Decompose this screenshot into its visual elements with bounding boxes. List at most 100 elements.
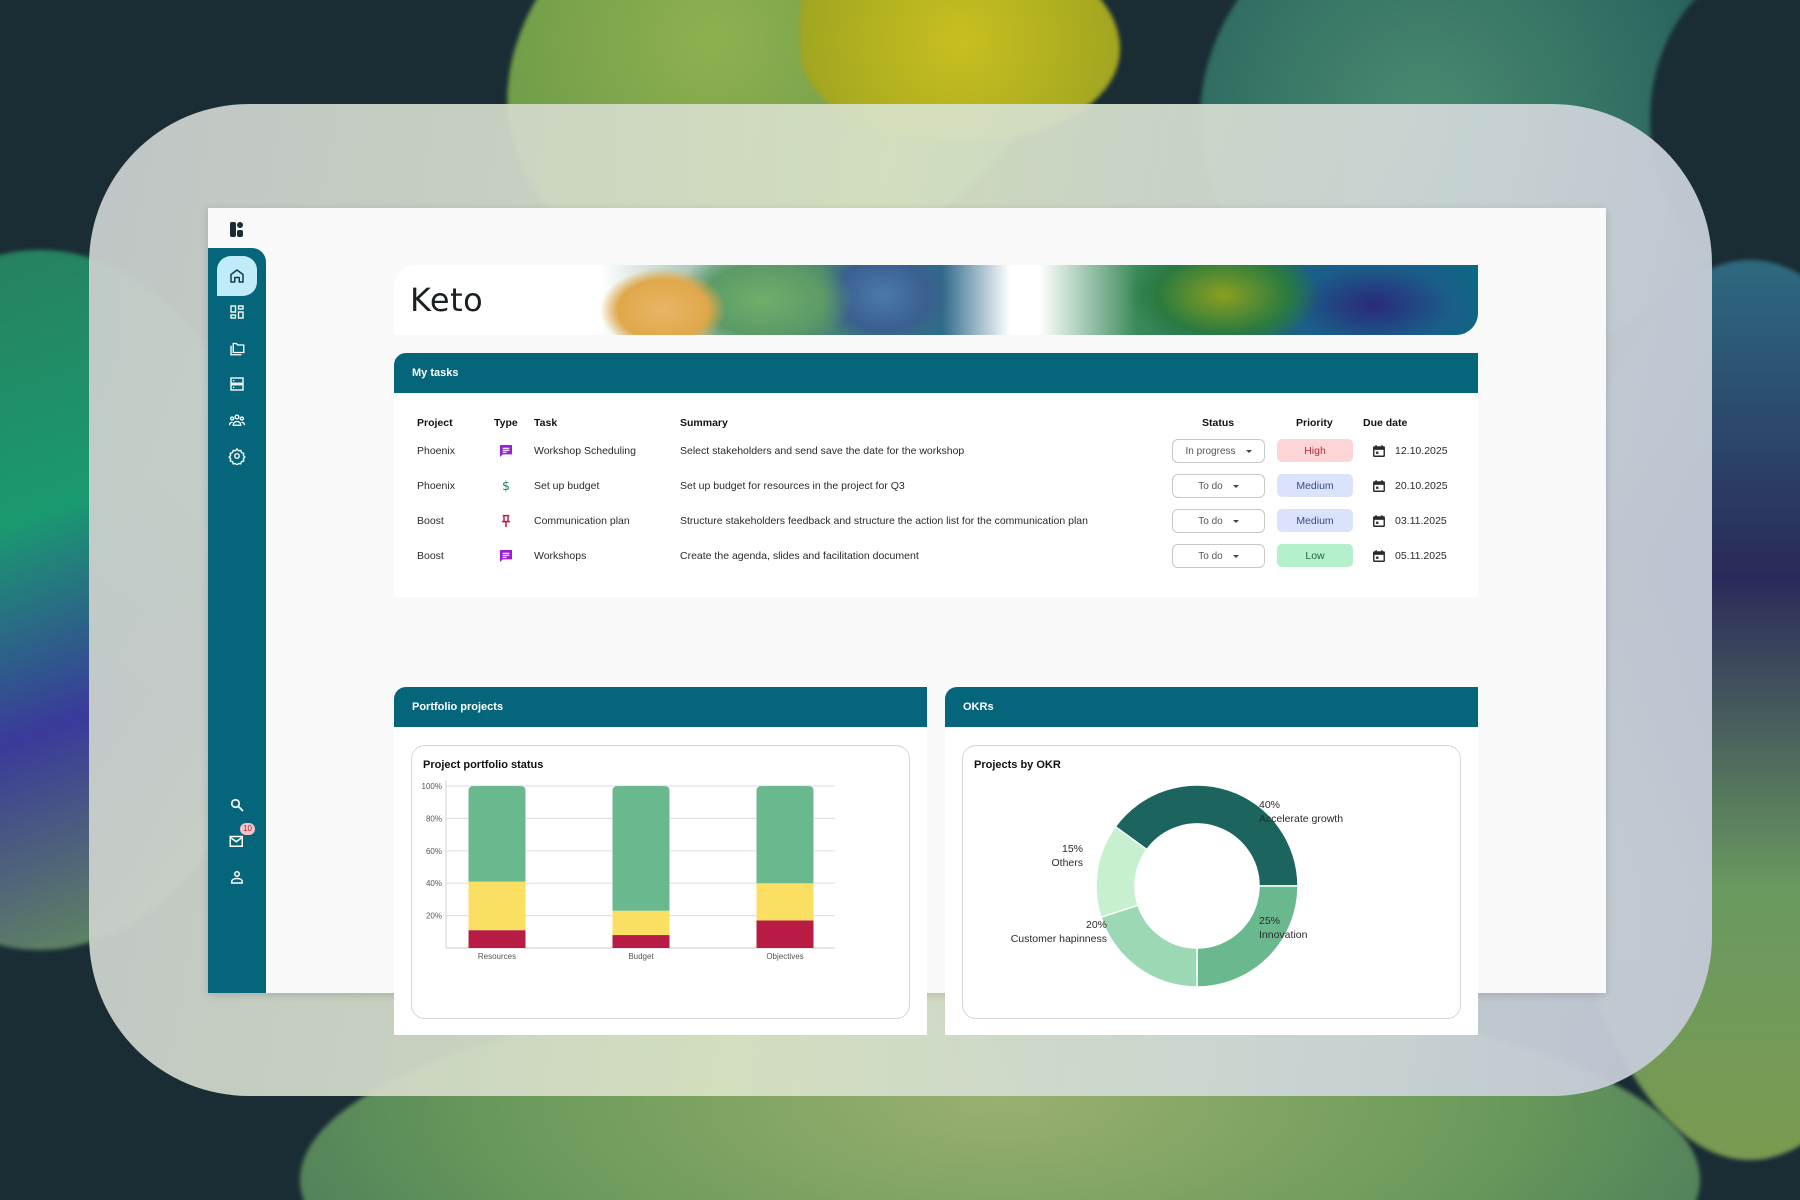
status-value: To do: [1198, 480, 1223, 492]
sidebar-item-profile[interactable]: [217, 857, 257, 897]
chart-title: Project portfolio status: [423, 759, 544, 771]
home-icon: [230, 269, 244, 283]
donut-chart: [1095, 784, 1299, 988]
status-dropdown[interactable]: To do: [1172, 509, 1265, 533]
status-value: In progress: [1185, 445, 1236, 457]
due-date-cell: 20.10.2025: [1395, 480, 1448, 492]
column-header-summary: Summary: [680, 417, 728, 429]
okr-chart-card: Projects by OKR 40% Accelerate growth 25% I…: [962, 745, 1461, 1019]
keto-logo-icon[interactable]: [230, 222, 244, 238]
server-icon: [230, 377, 244, 391]
okrs-panel: OKRs Projects by OKR 40% Accelerate growt…: [945, 687, 1478, 1035]
donut-slice[interactable]: [1099, 904, 1198, 988]
stacked-bar-chart: 20% 40% 60% 80% 100% Resources Budget Objective…: [422, 780, 835, 961]
panel-header: My tasks: [394, 353, 1478, 393]
gear-icon: [228, 447, 246, 465]
comment-icon: [498, 443, 514, 459]
status-dropdown[interactable]: To do: [1172, 474, 1265, 498]
mail-icon: [229, 835, 243, 847]
unread-count-badge: 10: [240, 823, 255, 835]
dashboard-icon: [230, 305, 244, 319]
portfolio-status-chart-card: Project portfolio status 20% 40% 60% 80% 100…: [411, 745, 910, 1019]
donut-slice[interactable]: [1095, 825, 1148, 919]
my-tasks-panel: My tasks Project Type Task Summary Statu…: [394, 353, 1478, 597]
sidebar: 10: [208, 248, 266, 993]
app-window: 10 Keto My tasks Project Type Task Summa…: [208, 208, 1606, 1035]
column-header-project: Project: [417, 417, 453, 429]
panel-header: Portfolio projects: [394, 687, 927, 727]
status-dropdown[interactable]: To do: [1172, 544, 1265, 568]
page-title: Keto: [410, 281, 484, 319]
svg-text:$: $: [502, 478, 510, 493]
column-header-due-date: Due date: [1363, 417, 1408, 429]
sidebar-item-teams[interactable]: [217, 400, 257, 440]
task-cell: Workshop Scheduling: [534, 445, 636, 457]
chart-title: Projects by OKR: [974, 759, 1061, 771]
donut-label: 15% Others: [1023, 842, 1083, 870]
bar-segment[interactable]: [612, 935, 670, 948]
calendar-icon[interactable]: [1372, 549, 1386, 563]
banner-artwork: [503, 265, 1478, 335]
due-date-cell: 03.11.2025: [1395, 515, 1447, 527]
summary-cell: Structure stakeholders feedback and stru…: [680, 515, 1088, 527]
column-header-type: Type: [494, 417, 518, 429]
sidebar-item-projects[interactable]: [217, 328, 257, 368]
status-dropdown[interactable]: In progress: [1172, 439, 1265, 463]
main-content: Keto My tasks Project Type Task Summary …: [394, 265, 1478, 1035]
sidebar-item-settings[interactable]: [217, 436, 257, 476]
project-cell: Boost: [417, 515, 444, 527]
calendar-icon[interactable]: [1372, 514, 1386, 528]
bar-segment[interactable]: [756, 786, 814, 884]
y-tick-label: 40%: [426, 879, 442, 888]
donut-slice[interactable]: [1114, 784, 1299, 887]
hero-banner: Keto: [394, 265, 1478, 335]
search-icon: [230, 798, 244, 812]
bar-segment[interactable]: [468, 786, 526, 882]
y-tick-label: 60%: [426, 847, 442, 856]
calendar-icon[interactable]: [1372, 479, 1386, 493]
panel-header: OKRs: [945, 687, 1478, 727]
sidebar-item-storage[interactable]: [217, 364, 257, 404]
priority-badge: Low: [1277, 544, 1353, 567]
folders-icon: [230, 342, 245, 356]
slice-percent: 15%: [1061, 843, 1083, 855]
column-header-task: Task: [534, 417, 558, 429]
caret-down-icon: [1245, 449, 1252, 453]
y-tick-label: 20%: [426, 912, 442, 921]
column-header-status: Status: [1202, 417, 1235, 429]
project-cell: Boost: [417, 550, 444, 562]
summary-cell: Select stakeholders and send save the da…: [680, 445, 965, 457]
caret-down-icon: [1232, 554, 1239, 558]
bar-segment[interactable]: [612, 910, 670, 936]
column-header-priority: Priority: [1296, 417, 1333, 429]
sidebar-item-dashboard[interactable]: [217, 292, 257, 332]
project-cell: Phoenix: [417, 480, 455, 492]
portfolio-projects-panel: Portfolio projects Project portfolio sta…: [394, 687, 927, 1035]
bar-segment[interactable]: [612, 786, 670, 911]
donut-label: 40% Accelerate growth: [1259, 798, 1343, 826]
sidebar-item-home[interactable]: [217, 256, 257, 296]
task-cell: Communication plan: [534, 515, 630, 527]
project-cell: Phoenix: [417, 445, 455, 457]
y-tick-label: 100%: [422, 782, 442, 791]
calendar-icon[interactable]: [1372, 444, 1386, 458]
y-tick-label: 80%: [426, 814, 442, 823]
bar-segment[interactable]: [756, 920, 814, 948]
due-date-cell: 05.11.2025: [1395, 550, 1447, 562]
donut-label: 20% Customer hapinness: [1003, 918, 1107, 946]
people-icon: [228, 414, 246, 426]
sidebar-item-search[interactable]: [217, 785, 257, 825]
bar-segment[interactable]: [756, 883, 814, 921]
slice-percent: 40%: [1259, 799, 1281, 811]
priority-badge: High: [1277, 439, 1353, 462]
bar-segment[interactable]: [468, 881, 526, 931]
caret-down-icon: [1232, 519, 1239, 523]
sidebar-item-messages[interactable]: 10: [217, 821, 257, 861]
user-icon: [231, 871, 243, 884]
x-tick-label: Budget: [628, 952, 654, 961]
caret-down-icon: [1232, 484, 1239, 488]
x-tick-label: Resources: [478, 952, 516, 961]
due-date-cell: 12.10.2025: [1395, 445, 1448, 457]
status-value: To do: [1198, 515, 1223, 527]
bar-segment[interactable]: [468, 930, 526, 948]
